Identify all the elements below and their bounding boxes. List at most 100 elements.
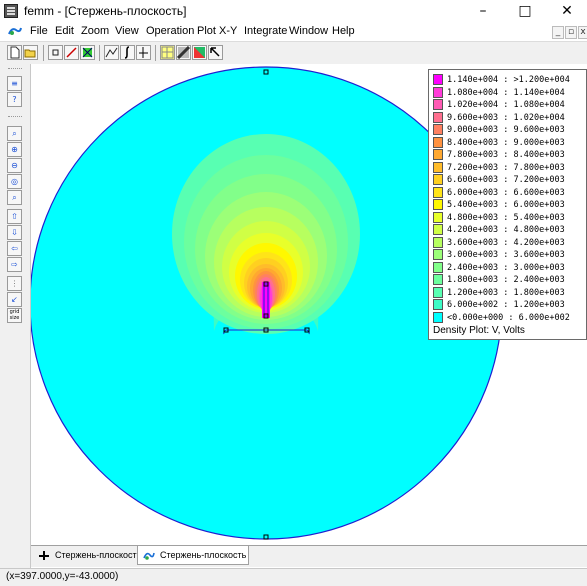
node-point[interactable] bbox=[263, 281, 269, 287]
left-toolbar: ≡ ? ⌕ ⊕ ⊖ ◎ ⌕ ⇧ ⇩ ⇦ ⇨ ⋮ ↙ grid size bbox=[0, 64, 31, 570]
menu-zoom[interactable]: Zoom bbox=[81, 25, 110, 37]
grid-show-icon[interactable]: ⋮ bbox=[7, 276, 22, 291]
legend-label: 4.200e+003 : 4.800e+003 bbox=[447, 225, 565, 235]
node-point[interactable] bbox=[263, 534, 269, 540]
legend-label: 1.020e+004 : 1.080e+004 bbox=[447, 100, 565, 110]
legend-label: 8.400e+003 : 9.000e+003 bbox=[447, 137, 565, 148]
pan-up-icon[interactable]: ⇧ bbox=[7, 209, 22, 224]
node-point[interactable] bbox=[263, 69, 269, 75]
legend-label: 9.600e+003 : 1.020e+004 bbox=[447, 112, 565, 123]
preprocessor-icon bbox=[39, 551, 49, 560]
legend-swatch bbox=[433, 249, 443, 260]
legend-label: <0.000e+000 : 6.000e+002 bbox=[447, 312, 570, 323]
contour-icon[interactable] bbox=[104, 45, 119, 60]
toolbar-grip bbox=[8, 68, 22, 73]
area-mode-icon[interactable] bbox=[80, 45, 95, 60]
legend-label: 3.600e+003 : 4.200e+003 bbox=[447, 237, 565, 248]
zoom-fit-icon[interactable]: ⌕ bbox=[7, 190, 22, 205]
tab-preprocessor[interactable]: Стержень-плоскость bbox=[33, 546, 141, 565]
pan-down-icon[interactable]: ⇩ bbox=[7, 225, 22, 240]
zoom-window-icon[interactable]: ⌕ bbox=[7, 126, 22, 141]
legend-label: 7.200e+003 : 7.800e+003 bbox=[447, 162, 565, 173]
mdi-minimize-button[interactable]: _ bbox=[552, 26, 564, 39]
menu-plot-xy[interactable]: Plot X-Y bbox=[197, 25, 238, 37]
legend-label: 3.000e+003 : 3.600e+003 bbox=[447, 250, 565, 260]
open-file-icon[interactable] bbox=[23, 45, 38, 60]
select-arrow-icon[interactable] bbox=[208, 45, 223, 60]
legend-swatch bbox=[433, 261, 443, 273]
grid-size-icon[interactable]: grid size bbox=[7, 308, 22, 323]
point-mode-icon[interactable] bbox=[48, 45, 63, 60]
menu-operation[interactable]: Operation bbox=[146, 25, 195, 37]
status-bar: (x=397.0000,y=-43.0000) bbox=[0, 568, 587, 586]
snap-grid-icon[interactable]: ↙ bbox=[7, 292, 22, 307]
legend-swatch bbox=[433, 299, 443, 310]
menu-help[interactable]: Help bbox=[332, 25, 355, 37]
tab-postprocessor[interactable]: Стержень-плоскость bbox=[137, 546, 249, 565]
postprocessor-icon bbox=[143, 552, 155, 560]
menu-window[interactable]: Window bbox=[289, 25, 329, 37]
block-label-icon[interactable]: ≡ bbox=[7, 76, 22, 91]
legend-swatch bbox=[433, 124, 443, 135]
plot-xy-icon[interactable] bbox=[136, 45, 151, 60]
tab-label: Стержень-плоскость bbox=[160, 550, 247, 560]
menu-integrate[interactable]: Integrate bbox=[244, 25, 288, 37]
legend-label: 7.800e+003 : 8.400e+003 bbox=[447, 150, 565, 160]
menu-edit[interactable]: Edit bbox=[55, 25, 74, 37]
toolbar-separator bbox=[43, 45, 44, 61]
window-title: femm - [Стержень-плоскость] bbox=[24, 4, 187, 18]
document-icon bbox=[8, 27, 22, 35]
toolbar-grip bbox=[8, 116, 22, 121]
legend-label: 1.140e+004 : >1.200e+004 bbox=[447, 75, 570, 85]
legend-label: 5.400e+003 : 6.000e+003 bbox=[447, 200, 565, 210]
legend-swatch bbox=[433, 111, 443, 123]
pan-right-icon[interactable]: ⇨ bbox=[7, 257, 22, 272]
density-plot-icon[interactable] bbox=[176, 45, 191, 60]
toolbar bbox=[0, 41, 587, 65]
pan-left-icon[interactable]: ⇦ bbox=[7, 241, 22, 256]
node-point[interactable] bbox=[263, 313, 269, 319]
rod-electrode bbox=[263, 283, 269, 317]
legend-swatch bbox=[433, 236, 443, 248]
toolbar-separator bbox=[155, 45, 156, 61]
node-point[interactable] bbox=[263, 327, 269, 333]
legend-label: 1.080e+004 : 1.140e+004 bbox=[447, 87, 565, 98]
density-legend: 1.140e+004 : >1.200e+004 1.080e+004 : 1.… bbox=[428, 69, 587, 340]
vector-plot-icon[interactable] bbox=[192, 45, 207, 60]
legend-swatch bbox=[433, 149, 443, 160]
menu-file[interactable]: File bbox=[30, 25, 48, 37]
zoom-natural-icon[interactable]: ◎ bbox=[7, 174, 22, 189]
density-plot bbox=[31, 66, 503, 540]
legend-label: 2.400e+003 : 3.000e+003 bbox=[447, 262, 565, 273]
zoom-in-icon[interactable]: ⊕ bbox=[7, 142, 22, 157]
point-props-icon[interactable]: ? bbox=[7, 92, 22, 107]
show-mesh-icon[interactable] bbox=[160, 45, 175, 60]
menu-bar: File Edit Zoom View Operation Plot X-Y I… bbox=[0, 22, 587, 41]
tab-label: Стержень-плоскость bbox=[55, 550, 142, 560]
legend-swatch bbox=[433, 199, 443, 210]
legend-swatch bbox=[433, 311, 443, 323]
drawing-canvas[interactable]: 1.140e+004 : >1.200e+004 1.080e+004 : 1.… bbox=[31, 64, 587, 545]
line-mode-icon[interactable] bbox=[64, 45, 79, 60]
femm-app-icon bbox=[4, 4, 18, 18]
menu-view[interactable]: View bbox=[115, 25, 139, 37]
document-tab-bar: Стержень-плоскость Стержень-плоскость bbox=[31, 545, 587, 567]
legend-label: 1.200e+003 : 1.800e+003 bbox=[447, 287, 565, 298]
zoom-out-icon[interactable]: ⊖ bbox=[7, 158, 22, 173]
minimize-button[interactable]: – bbox=[479, 3, 487, 19]
mdi-close-button[interactable]: x bbox=[578, 26, 587, 39]
legend-label: 6.000e+003 : 6.600e+003 bbox=[447, 187, 565, 198]
legend-swatch bbox=[433, 99, 443, 110]
mdi-restore-button[interactable]: ▫ bbox=[565, 26, 577, 39]
close-button[interactable]: ✕ bbox=[561, 3, 573, 19]
legend-label: 6.000e+002 : 1.200e+003 bbox=[447, 300, 565, 310]
new-file-icon[interactable] bbox=[7, 45, 22, 60]
legend-label: 6.600e+003 : 7.200e+003 bbox=[447, 175, 565, 185]
maximize-button[interactable]: □ bbox=[518, 3, 532, 19]
node-point[interactable] bbox=[304, 327, 310, 333]
integrate-icon[interactable] bbox=[120, 45, 135, 60]
legend-swatch bbox=[433, 136, 443, 148]
node-point[interactable] bbox=[223, 327, 229, 333]
legend-title: Density Plot: V, Volts bbox=[433, 325, 525, 336]
legend-swatch bbox=[433, 86, 443, 98]
